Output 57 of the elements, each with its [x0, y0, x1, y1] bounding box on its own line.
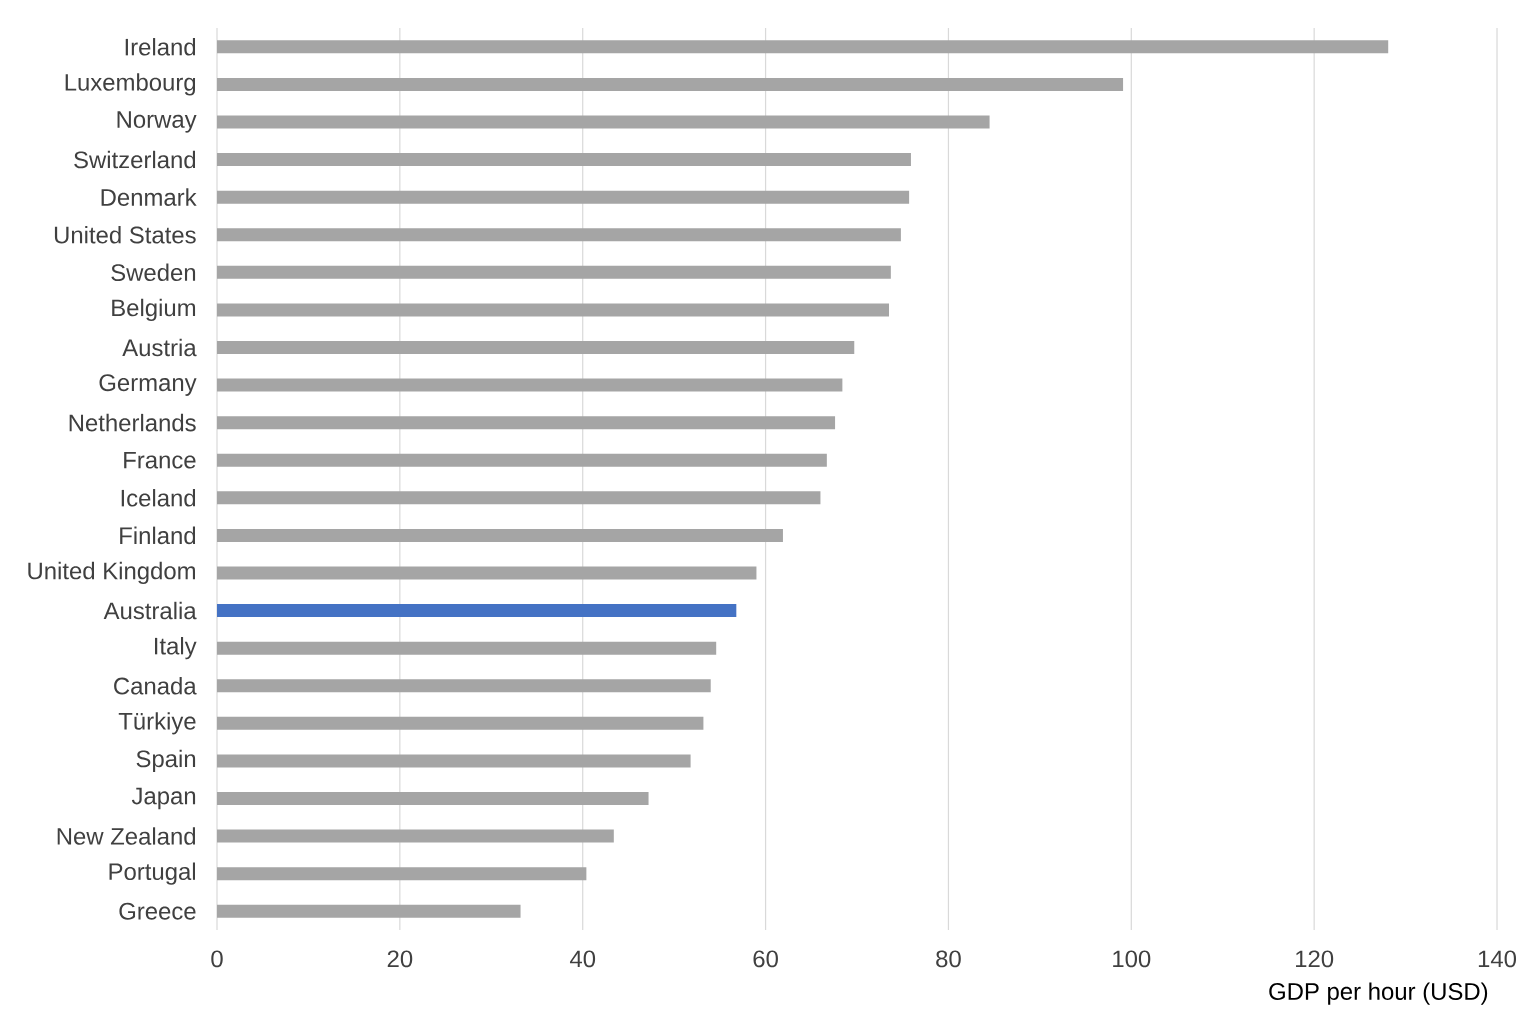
y-tick-label: Denmark [101, 188, 197, 206]
bar [217, 416, 836, 430]
bar [217, 641, 717, 655]
x-tick-label: 0 [211, 950, 223, 968]
y-tick-label: Switzerland [74, 150, 196, 169]
bar [217, 77, 1124, 91]
bar [217, 228, 901, 242]
x-tick-label: 140 [1478, 950, 1517, 968]
bar [217, 265, 891, 279]
y-tick-label: New Zealand [57, 827, 196, 845]
y-tick-label: Italy [155, 637, 197, 660]
y-tick-label: Portugal [109, 862, 196, 885]
bar [217, 378, 843, 392]
y-tick-label: Greece [119, 902, 196, 920]
y-tick-label: Netherlands [69, 413, 196, 432]
x-axis-title: GDP per hour (USD) [1269, 982, 1488, 1005]
bar [217, 867, 587, 881]
y-tick-label: Austria [122, 338, 197, 357]
y-tick-label: Spain [136, 749, 196, 773]
y-tick-label: Luxembourg [65, 73, 196, 96]
y-tick-label: Canada [114, 676, 197, 695]
y-tick-label: Belgium [112, 298, 196, 322]
y-tick-label: United States [54, 225, 196, 244]
y-tick-label: Finland [120, 526, 196, 545]
bar [217, 566, 757, 580]
bar [217, 528, 783, 542]
bar [217, 40, 1389, 54]
y-tick-label: Norway [117, 111, 197, 133]
y-tick-label: France [124, 451, 196, 469]
bar [217, 904, 521, 918]
bar [217, 340, 855, 354]
bar [217, 115, 990, 129]
x-tick-label: 40 [569, 950, 596, 968]
y-tick-label: Ireland [125, 38, 196, 56]
bar [217, 716, 704, 730]
x-tick-label: 80 [936, 950, 961, 968]
y-tick-label: Australia [103, 601, 197, 620]
y-tick-label: Türkiye [118, 712, 196, 735]
y-tick-label: Iceland [121, 489, 196, 507]
x-tick-label: 100 [1113, 950, 1151, 968]
bar [217, 679, 711, 693]
bar [217, 754, 691, 768]
y-tick-label: Germany [99, 374, 197, 396]
bar [217, 791, 649, 805]
bar [217, 303, 890, 317]
y-tick-label: Japan [131, 787, 196, 810]
bar [217, 829, 614, 843]
x-tick-label: 60 [753, 950, 778, 968]
bar [217, 153, 911, 167]
bar [217, 190, 910, 204]
y-tick-label: Sweden [111, 263, 196, 282]
x-tick-label: 20 [387, 950, 413, 968]
x-tick-label: 120 [1296, 950, 1334, 968]
bar [217, 453, 827, 467]
bar [217, 491, 821, 505]
bar [217, 604, 737, 618]
y-tick-label: United Kingdom [28, 561, 195, 585]
